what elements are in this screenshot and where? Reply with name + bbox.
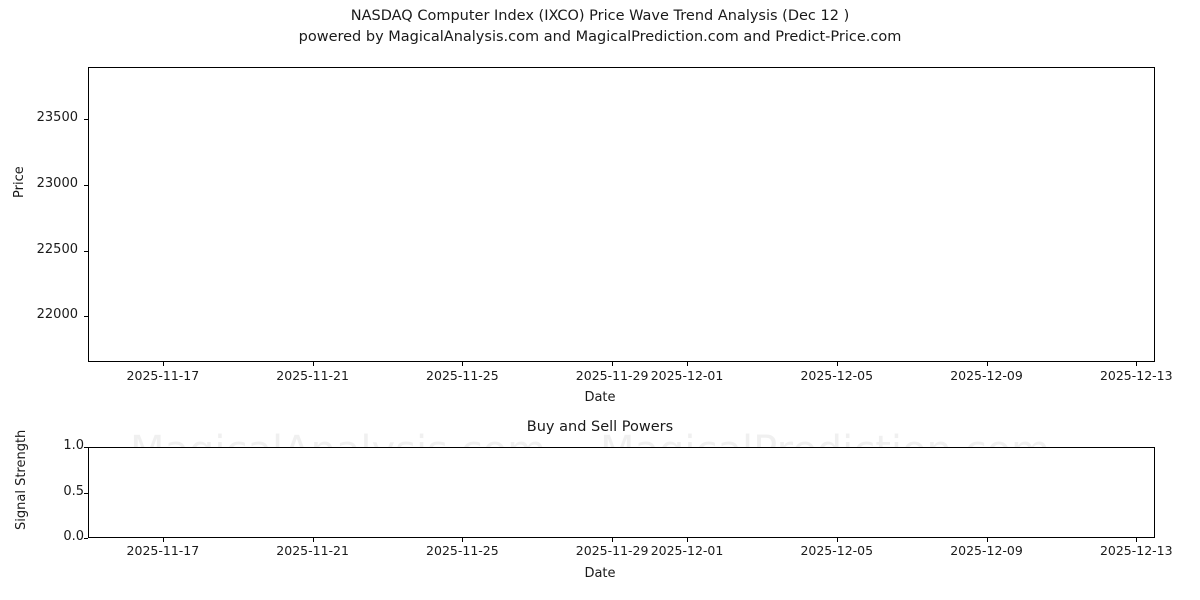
signal-y-tick-label: 0.5 xyxy=(63,483,84,499)
price-x-tick-label: 2025-11-25 xyxy=(426,368,499,383)
price-plot-frame xyxy=(88,67,1155,362)
page-title: NASDAQ Computer Index (IXCO) Price Wave … xyxy=(350,8,850,24)
price-y-tick-label: 23500 xyxy=(36,110,78,126)
price-y-tick-mark xyxy=(84,119,88,121)
signal-x-tick-label: 2025-11-17 xyxy=(126,543,200,558)
price-x-tick-label: 2025-11-29 xyxy=(575,368,649,383)
chart-title-block: NASDAQ Computer Index (IXCO) Price Wave … xyxy=(0,6,1200,48)
price-chart-panel xyxy=(88,67,1155,362)
price-x-tick-mark xyxy=(836,362,838,366)
signal-x-tick-mark xyxy=(986,538,988,542)
price-y-tick-mark xyxy=(84,185,88,186)
signal-y-tick-label: 0.0 xyxy=(63,529,84,544)
price-x-tick-mark xyxy=(462,362,464,366)
signal-y-tick-label: 1.0 xyxy=(63,438,84,453)
price-x-tick-label: 2025-11-17 xyxy=(126,368,200,383)
price-x-tick-label: 2025-12-01 xyxy=(650,368,724,383)
signal-x-tick-label: 2025-12-01 xyxy=(650,543,724,558)
signal-x-tick-label: 2025-12-13 xyxy=(1099,543,1173,558)
signal-x-tick-label: 2025-11-25 xyxy=(426,543,499,558)
price-y-tick-label: 22000 xyxy=(36,307,78,323)
price-x-tick-mark xyxy=(162,362,164,366)
signal-x-tick-mark xyxy=(612,538,614,542)
signal-x-tick-mark xyxy=(162,538,164,542)
signal-chart-title: Buy and Sell Powers xyxy=(526,419,674,435)
price-x-tick-mark xyxy=(312,362,314,366)
price-x-tick-label: 2025-11-21 xyxy=(276,368,349,383)
signal-x-tick-mark xyxy=(1136,538,1138,542)
signal-y-tick-mark xyxy=(84,447,88,448)
price-x-tick-label: 2025-12-05 xyxy=(800,368,874,383)
price-x-axis-label: Date xyxy=(584,390,616,405)
signal-x-tick-label: 2025-11-21 xyxy=(276,543,349,558)
price-x-tick-mark xyxy=(687,362,689,366)
signal-x-axis-label: Date xyxy=(584,566,616,581)
signal-x-tick-mark xyxy=(836,538,838,542)
price-x-tick-label: 2025-12-13 xyxy=(1099,368,1173,383)
price-x-tick-mark xyxy=(986,362,988,366)
signal-chart-panel xyxy=(88,447,1155,538)
signal-y-tick-mark xyxy=(84,538,88,539)
signal-x-tick-mark xyxy=(312,538,314,542)
price-y-axis-label: Price xyxy=(12,166,27,198)
price-y-tick-mark xyxy=(84,316,88,318)
price-y-tick-label: 23000 xyxy=(36,176,78,191)
price-y-tick-mark xyxy=(84,250,88,252)
price-x-tick-label: 2025-12-09 xyxy=(950,368,1023,383)
signal-x-tick-mark xyxy=(687,538,689,542)
price-y-tick-label: 22500 xyxy=(36,241,78,257)
signal-x-tick-mark xyxy=(462,538,464,542)
signal-y-tick-mark xyxy=(84,492,88,494)
page-subtitle: powered by MagicalAnalysis.com and Magic… xyxy=(298,29,902,45)
signal-x-tick-label: 2025-12-09 xyxy=(950,543,1023,558)
price-x-tick-mark xyxy=(1136,362,1138,366)
signal-y-axis-label: Signal Strength xyxy=(14,429,29,530)
signal-x-tick-label: 2025-12-05 xyxy=(800,543,874,558)
signal-plot-frame xyxy=(88,447,1155,538)
signal-x-tick-label: 2025-11-29 xyxy=(575,543,649,558)
price-x-tick-mark xyxy=(612,362,614,366)
